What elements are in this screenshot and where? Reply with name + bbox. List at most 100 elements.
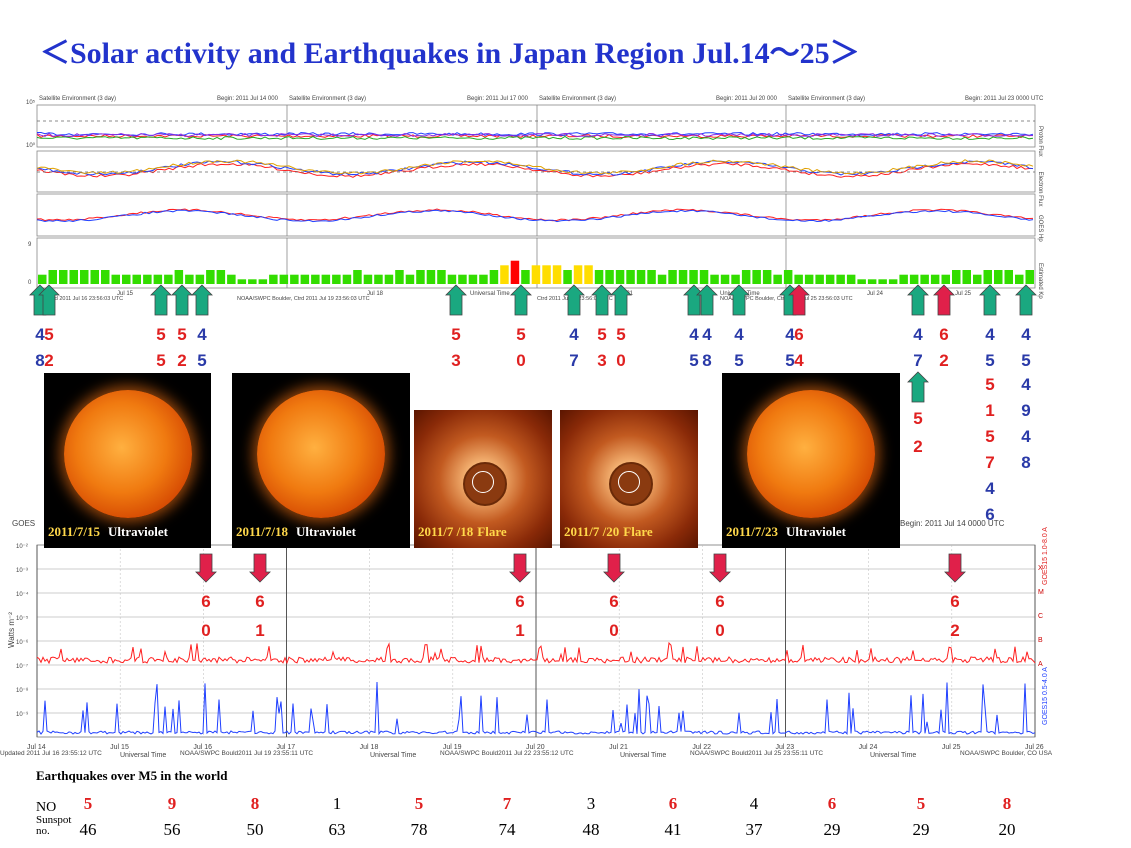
kp-bar [962,270,971,284]
magnitude-digit: 6 [950,592,959,611]
magnitude-digit: 4 [985,479,995,498]
xray-class-letter: X [1038,565,1043,572]
earthquake-arrow-up [563,284,585,316]
kp-bar [290,274,299,284]
kp-bar [185,274,194,284]
kp-bar [1025,270,1034,284]
electron-flux-line [36,162,1033,178]
kp-bar [636,270,646,284]
magnitude-digit: 3 [451,351,460,370]
magnitude-digit: 6 [515,592,524,611]
kp-bar [353,270,362,284]
kp-bar [615,270,625,284]
kp-bar [69,270,78,284]
photo-caption: 2011/7/15 Ultraviolet [44,524,211,540]
sat-env-begin: Begin: 2011 Jul 23 0000 UTC [965,96,1044,102]
earthquake-arrow-down [509,553,531,583]
sunspot-number: 74 [498,820,516,839]
xray-begin: Begin: 2011 Jul 14 0000 UTC [900,519,1005,528]
sunspot-number: 29 [912,820,930,839]
kp-bar [521,270,530,284]
magnitude-digit: 7 [985,453,994,472]
magnitude-digit: 4 [785,325,795,344]
magnitude-digit: 5 [985,375,994,394]
count-row-label: NO [36,800,57,815]
xray-x-tick: Jul 19 [443,744,462,751]
earthquake-count: 4 [749,794,759,813]
upper-day-label: Jul 24 [867,291,884,297]
kp-bar [248,279,257,284]
kp-bar [164,274,173,284]
photo-caption: 2011/7 /18 Flare [414,524,552,540]
magnitude-digit: 5 [616,325,625,344]
xray-axis-title: Universal Time [620,752,666,759]
kp-bar [973,274,982,284]
magnitude-digit: 0 [516,351,525,370]
photo-caption: 2011/7/18 Ultraviolet [232,524,410,540]
sat-env-begin: Begin: 2011 Jul 17 000 [467,96,529,102]
xray-short-channel [36,681,1036,736]
kp-bar [227,274,236,284]
magnitude-digit: 0 [715,621,724,640]
earthquake-count: 5 [414,794,424,813]
uv-sun-photo: 2011/7/15 Ultraviolet [44,373,211,548]
earthquake-count: 1 [332,794,342,813]
kp-bar [815,274,824,284]
xray-updated: NOAA/SWPC Bould2011 Jul 22 23:55:12 UTC [440,750,574,757]
sunspot-number: 37 [745,820,763,839]
photo-kind: Ultraviolet [786,524,846,539]
kp-bar [983,270,992,284]
kp-bar [909,274,919,284]
xray-ylabel: Watts m⁻² [7,612,16,648]
earthquake-arrow-up [979,284,1001,316]
magnitude-digit: 4 [1021,375,1031,394]
kp-bar [510,260,520,284]
earthquake-arrow-up [510,284,532,316]
proton-tick: 10⁵ [26,99,36,106]
sunspot-row-label: Sunspot no. [36,814,72,837]
magnitude-digit: 6 [609,592,618,611]
kp-bar [237,279,247,284]
magnitude-digit: 4 [1021,325,1031,344]
magnitude-digit: 0 [201,621,210,640]
earthquake-arrow-down [195,553,217,583]
xray-long-channel [36,641,1036,665]
kp-bar [920,274,929,284]
magnitude-digit: 5 [913,409,922,428]
kp-bar [447,274,457,284]
kp-bar [416,270,425,284]
earthquake-arrow-up [788,284,810,316]
xray-updated: Updated 2011 Jul 16 23:55:12 UTC [0,750,102,757]
sun-outline [472,470,494,493]
magnitude-digit: 1 [985,401,994,420]
kp-bar [668,270,677,284]
xray-class-letter: A [1038,661,1043,668]
xray-y-tick: 10⁻⁴ [16,591,29,598]
kp-bar [374,274,383,284]
earthquake-arrow-down [709,553,731,583]
xray-y-tick: 10⁻⁵ [16,615,29,622]
kp-bar [594,270,604,284]
upper-row-label: Estimated Kp [1037,263,1043,299]
kp-bar [741,270,751,284]
upper-day-label: Jul 15 [117,291,134,297]
magnitude-digit: 6 [201,592,210,611]
uv-sun-photo: 2011/7/23 Ultraviolet [722,373,900,548]
kp-bar [1004,270,1013,284]
magnitude-digit: 8 [1021,453,1030,472]
photo-date: 2011/7 /18 [418,524,474,539]
photo-kind: Ultraviolet [108,524,168,539]
earthquake-arrow-up [171,284,193,316]
xray-class-letter: M [1038,589,1044,596]
kp-bar [153,274,163,284]
kp-bar [867,279,877,284]
earthquake-count: 6 [827,794,837,813]
kp-bar [342,274,352,284]
magnitude-digit: 6 [939,325,948,344]
magnitude-digit: 7 [569,351,578,370]
xray-x-tick: Jul 24 [859,744,878,751]
earthquake-arrow-up [610,284,632,316]
xray-y-tick: 10⁻³ [16,568,28,574]
photo-kind: Flare [623,524,653,539]
magnitude-digit: 8 [702,351,711,370]
